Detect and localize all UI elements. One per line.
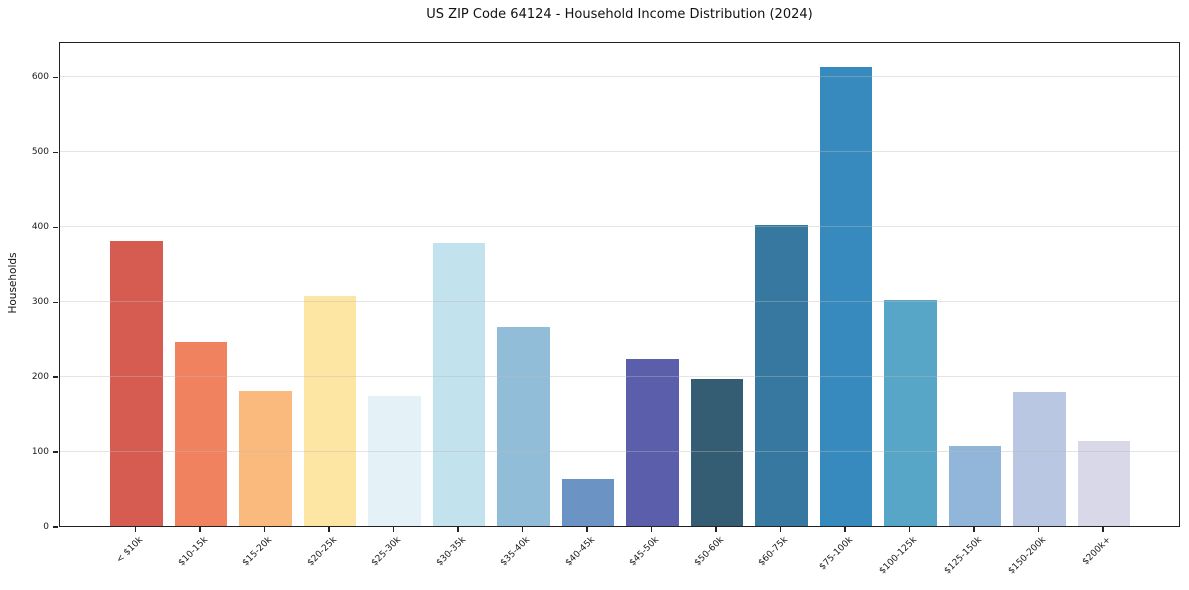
bar-$25-30k (368, 395, 421, 526)
x-tick-label-$40-45k: $40-45k (563, 535, 597, 569)
gridline-y-200 (60, 375, 1179, 377)
x-tick-mark (392, 527, 395, 532)
bar-$50-60k (690, 379, 744, 526)
x-tick-mark (844, 527, 846, 532)
bar-< $10k (110, 241, 163, 526)
x-tick-mark (779, 527, 782, 532)
plot-area (59, 42, 1180, 527)
x-tick-label-$10-15k: $10-15k (176, 535, 210, 569)
x-tick-label-$45-50k: $45-50k (628, 535, 662, 569)
x-tick-label-$125-150k: $125-150k (942, 535, 985, 577)
y-tick-label-600: 600 (31, 72, 49, 83)
x-tick-label-$60-75k: $60-75k (757, 535, 791, 569)
x-tick-label-$20-25k: $20-25k (305, 535, 339, 569)
y-tick-mark-400 (53, 226, 58, 228)
y-tick-mark-200 (53, 376, 58, 378)
x-tick-label-$35-40k: $35-40k (499, 535, 533, 569)
x-tick-label-$25-30k: $25-30k (370, 535, 404, 569)
gridline-y-500 (60, 150, 1179, 152)
y-axis-label: Households (7, 252, 19, 314)
bar-$150-200k (1013, 391, 1066, 526)
bar-$10-15k (174, 341, 228, 526)
bar-$125-150k (948, 445, 1002, 526)
y-tick-mark-600 (53, 76, 58, 78)
x-tick-mark (586, 527, 588, 532)
y-tick-mark-100 (53, 451, 58, 453)
y-tick-label-200: 200 (31, 372, 49, 383)
gridline-y-400 (60, 225, 1179, 227)
x-tick-mark (650, 527, 653, 532)
y-tick-label-300: 300 (31, 297, 49, 308)
bar-$75-100k (819, 66, 873, 526)
x-tick-label-$100-125k: $100-125k (878, 535, 920, 577)
x-tick-label-$15-20k: $15-20k (241, 535, 275, 569)
bar-$20-25k (303, 295, 357, 526)
x-tick-mark (908, 527, 911, 532)
bar-$40-45k (561, 478, 615, 526)
x-tick-label-$50-60k: $50-60k (692, 535, 726, 569)
x-tick-label-< $10k: < $10k (115, 535, 146, 566)
gridline-y-300 (60, 300, 1179, 302)
x-tick-mark (1037, 527, 1040, 532)
y-tick-mark-300 (53, 301, 58, 303)
x-tick-label-$75-100k: $75-100k (817, 535, 856, 573)
gridline-y-600 (60, 75, 1179, 77)
y-tick-mark-500 (53, 151, 58, 153)
x-tick-mark (199, 527, 201, 532)
x-tick-label-$30-35k: $30-35k (434, 535, 468, 569)
bar-$200k+ (1077, 441, 1131, 526)
bar-$100-125k (884, 300, 937, 526)
bar-$45-50k (626, 358, 679, 526)
x-tick-mark (263, 527, 266, 532)
x-tick-mark (521, 527, 524, 532)
y-tick-mark-0 (53, 526, 58, 528)
y-tick-label-0: 0 (43, 522, 49, 532)
y-tick-label-400: 400 (31, 222, 49, 233)
bar-$35-40k (497, 327, 550, 526)
chart-title: US ZIP Code 64124 - Household Income Dis… (426, 7, 813, 22)
x-tick-mark (328, 527, 330, 532)
x-tick-label-$200k+: $200k+ (1080, 535, 1114, 568)
bar-$60-75k (755, 224, 808, 526)
bar-$15-20k (239, 391, 292, 526)
x-tick-mark (1102, 527, 1104, 532)
y-tick-label-100: 100 (31, 447, 49, 458)
x-tick-label-$150-200k: $150-200k (1007, 535, 1049, 577)
bar-$30-35k (432, 243, 486, 526)
y-tick-label-500: 500 (31, 147, 49, 158)
x-tick-mark (134, 527, 136, 532)
x-tick-mark (973, 527, 975, 532)
gridline-y-100 (60, 450, 1179, 452)
x-tick-mark (457, 527, 459, 532)
x-tick-mark (715, 527, 717, 532)
